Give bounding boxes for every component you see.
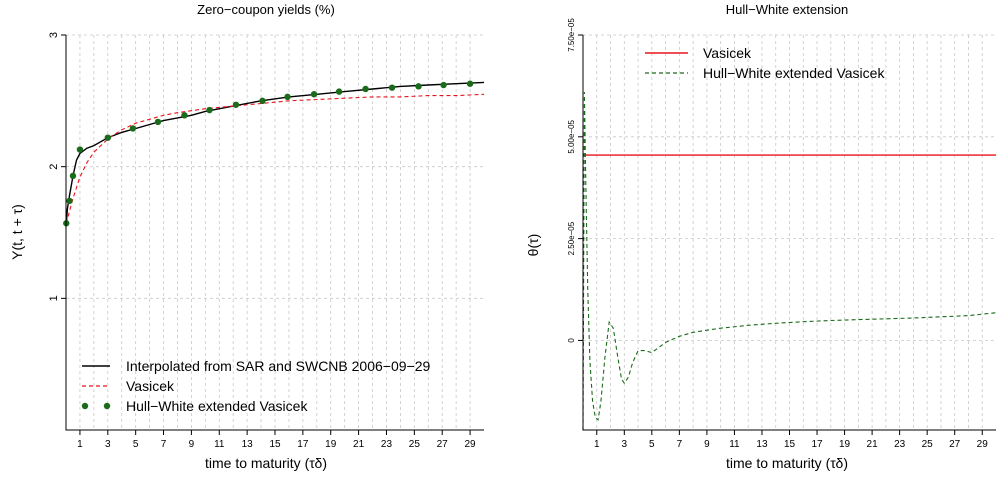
data-point bbox=[154, 118, 162, 126]
x-tick-label: 17 bbox=[297, 439, 309, 450]
data-point bbox=[259, 97, 266, 105]
yield-y-ticks: 1 2 3 bbox=[48, 32, 66, 301]
data-point bbox=[76, 146, 84, 153]
y-tick-label: 7.50e−05 bbox=[567, 18, 576, 52]
theta-legend: Vasicek Hull−White extended Vasicek bbox=[645, 45, 885, 81]
x-tick-label: 1 bbox=[594, 439, 600, 450]
y-tick-label: 2 bbox=[48, 164, 60, 170]
yield-grid bbox=[66, 34, 484, 430]
data-point bbox=[66, 197, 73, 205]
yield-curve-panel: Zero−coupon yields (%) 1 3 5 7 9 11 13 15 17 19 21… bbox=[9, 2, 485, 471]
x-tick-label: 15 bbox=[269, 439, 281, 450]
data-point bbox=[310, 91, 318, 98]
x-tick-label: 29 bbox=[465, 439, 477, 450]
theta-chart-title: Hull−White extension bbox=[726, 2, 848, 17]
data-point bbox=[284, 93, 291, 101]
x-tick-label: 5 bbox=[133, 439, 139, 450]
y-tick-label: 1 bbox=[48, 295, 60, 301]
data-point bbox=[415, 83, 422, 90]
data-point bbox=[388, 84, 396, 91]
x-tick-label: 27 bbox=[949, 439, 961, 450]
y-tick-label: 0 bbox=[567, 338, 576, 343]
yield-y-axis-label: Y(t, t + τ) bbox=[9, 204, 25, 260]
data-point bbox=[440, 81, 447, 89]
x-tick-label: 7 bbox=[161, 439, 167, 450]
x-tick-label: 3 bbox=[622, 439, 628, 450]
data-point bbox=[335, 88, 343, 95]
data-point bbox=[181, 112, 188, 119]
theta-x-axis-label: time to maturity (τδ) bbox=[726, 455, 848, 471]
data-point bbox=[362, 85, 369, 93]
x-tick-label: 13 bbox=[242, 439, 254, 450]
data-point bbox=[232, 101, 240, 108]
x-tick-label: 3 bbox=[105, 439, 111, 450]
x-tick-label: 17 bbox=[811, 439, 823, 450]
x-tick-label: 25 bbox=[409, 439, 421, 450]
x-tick-label: 9 bbox=[189, 439, 195, 450]
legend-label-vasicek: Vasicek bbox=[703, 45, 752, 61]
theta-series bbox=[582, 91, 997, 431]
yield-x-ticks: 1 3 5 7 9 11 13 15 17 19 21 23 25 27 29 bbox=[77, 430, 476, 450]
yield-legend: Interpolated from SAR and SWCNB 2006−09−… bbox=[81, 358, 431, 414]
theta-y-axis-label: θ(τ) bbox=[525, 234, 541, 257]
legend-marker-hull-white bbox=[81, 402, 89, 410]
x-tick-label: 29 bbox=[977, 439, 989, 450]
x-tick-label: 1 bbox=[77, 439, 83, 450]
x-tick-label: 25 bbox=[922, 439, 934, 450]
yield-series bbox=[63, 80, 485, 227]
yield-chart-title: Zero−coupon yields (%) bbox=[197, 2, 335, 17]
legend-label-hull-white: Hull−White extended Vasicek bbox=[703, 65, 885, 81]
legend-label-hull-white: Hull−White extended Vasicek bbox=[126, 398, 308, 414]
theta-y-ticks: 0 2.50e−05 5.00e−05 7.50e−05 bbox=[567, 18, 583, 343]
legend-label-interpolated: Interpolated from SAR and SWCNB 2006−09−… bbox=[126, 358, 431, 374]
x-tick-label: 21 bbox=[353, 439, 365, 450]
x-tick-label: 7 bbox=[677, 439, 683, 450]
x-tick-label: 13 bbox=[756, 439, 768, 450]
data-point bbox=[69, 172, 77, 180]
data-point bbox=[104, 134, 112, 141]
data-point bbox=[129, 125, 137, 132]
y-tick-label: 3 bbox=[48, 32, 60, 38]
theta-grid bbox=[583, 34, 996, 430]
x-tick-label: 9 bbox=[704, 439, 710, 450]
y-tick-label: 5.00e−05 bbox=[567, 119, 576, 153]
x-tick-label: 11 bbox=[214, 439, 225, 450]
theta-panel: Hull−White extension 1 3 5 7 9 11 13 15 17 19 21 23… bbox=[525, 2, 997, 471]
theta-x-ticks: 1 3 5 7 9 11 13 15 17 19 21 23 25 27 29 bbox=[594, 430, 988, 450]
series-1-1-line bbox=[582, 91, 997, 431]
data-point bbox=[206, 106, 213, 114]
x-tick-label: 15 bbox=[784, 439, 796, 450]
theta-axes bbox=[582, 35, 996, 431]
x-tick-label: 21 bbox=[867, 439, 879, 450]
x-tick-label: 23 bbox=[894, 439, 906, 450]
legend-label-vasicek: Vasicek bbox=[126, 378, 175, 394]
yield-x-axis-label: time to maturity (τδ) bbox=[205, 455, 327, 471]
x-tick-label: 27 bbox=[437, 439, 449, 450]
data-point bbox=[466, 80, 474, 87]
legend-marker-hull-white bbox=[103, 402, 111, 410]
series-0-1-line bbox=[65, 93, 485, 224]
x-tick-label: 19 bbox=[325, 439, 337, 450]
x-tick-label: 5 bbox=[649, 439, 655, 450]
y-tick-label: 2.50e−05 bbox=[567, 221, 576, 255]
x-tick-label: 11 bbox=[729, 439, 740, 450]
x-tick-label: 19 bbox=[839, 439, 851, 450]
x-tick-label: 23 bbox=[381, 439, 393, 450]
